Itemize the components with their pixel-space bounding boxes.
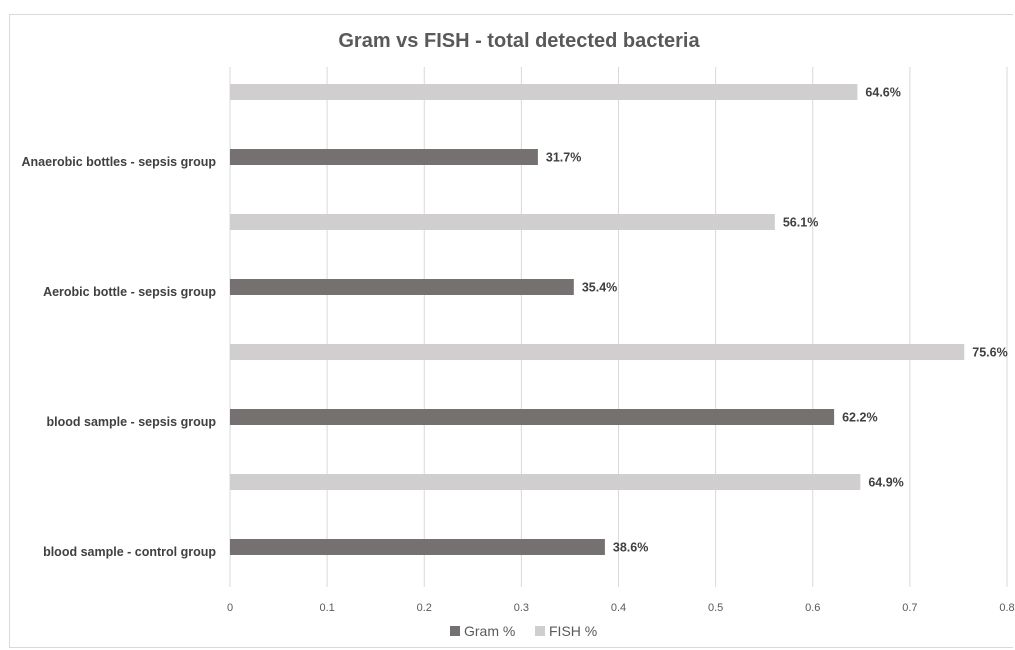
bar-gram	[230, 279, 574, 295]
legend: Gram % FISH %	[450, 623, 597, 639]
x-tick-label: 0.6	[805, 602, 820, 614]
bar-gram	[230, 149, 538, 165]
bar-fish	[230, 344, 965, 360]
data-label-gram: 35.4%	[582, 281, 617, 295]
chart-title: Gram vs FISH - total detected bacteria	[338, 30, 700, 52]
data-label-fish: 64.9%	[868, 476, 903, 490]
bar-gram	[230, 409, 835, 425]
legend-swatch	[535, 626, 545, 636]
data-label-gram: 31.7%	[546, 151, 581, 165]
category-label: Aerobic bottle - sepsis group	[43, 285, 216, 299]
x-tick-label: 0.3	[514, 602, 529, 614]
data-label-fish: 64.6%	[865, 86, 900, 100]
x-tick-label: 0.8	[999, 602, 1014, 614]
legend-label: FISH %	[549, 623, 597, 639]
bar-fish	[230, 84, 858, 100]
category-label: Anaerobic bottles - sepsis group	[22, 155, 217, 169]
bar-gram	[230, 539, 605, 555]
bar-fish	[230, 474, 861, 490]
legend-swatch	[450, 626, 460, 636]
legend-label: Gram %	[464, 623, 515, 639]
x-axis-ticks: 0 0.1 0.2 0.3 0.4 0.5 0.6 0.7 0.8	[227, 602, 1015, 614]
bar-fish	[230, 214, 775, 230]
data-label-gram: 62.2%	[842, 411, 877, 425]
x-tick-label: 0.4	[611, 602, 626, 614]
category-label: blood sample - sepsis group	[47, 415, 217, 429]
gridlines	[229, 67, 1008, 587]
category-labels: Anaerobic bottles - sepsis group Aerobic …	[22, 155, 217, 559]
x-tick-label: 0.5	[708, 602, 723, 614]
category-label: blood sample - control group	[43, 545, 216, 559]
data-label-fish: 56.1%	[783, 216, 818, 230]
x-tick-label: 0.7	[902, 602, 917, 614]
data-labels: 64.6% 31.7% 56.1% 35.4% 75.6% 62.2% 64.9% 38.6%	[546, 86, 1008, 555]
bars	[230, 84, 965, 555]
data-label-fish: 75.6%	[972, 346, 1007, 360]
data-label-gram: 38.6%	[613, 541, 648, 555]
x-tick-label: 0.2	[417, 602, 432, 614]
x-tick-label: 0.1	[319, 602, 334, 614]
x-tick-label: 0	[227, 602, 233, 614]
